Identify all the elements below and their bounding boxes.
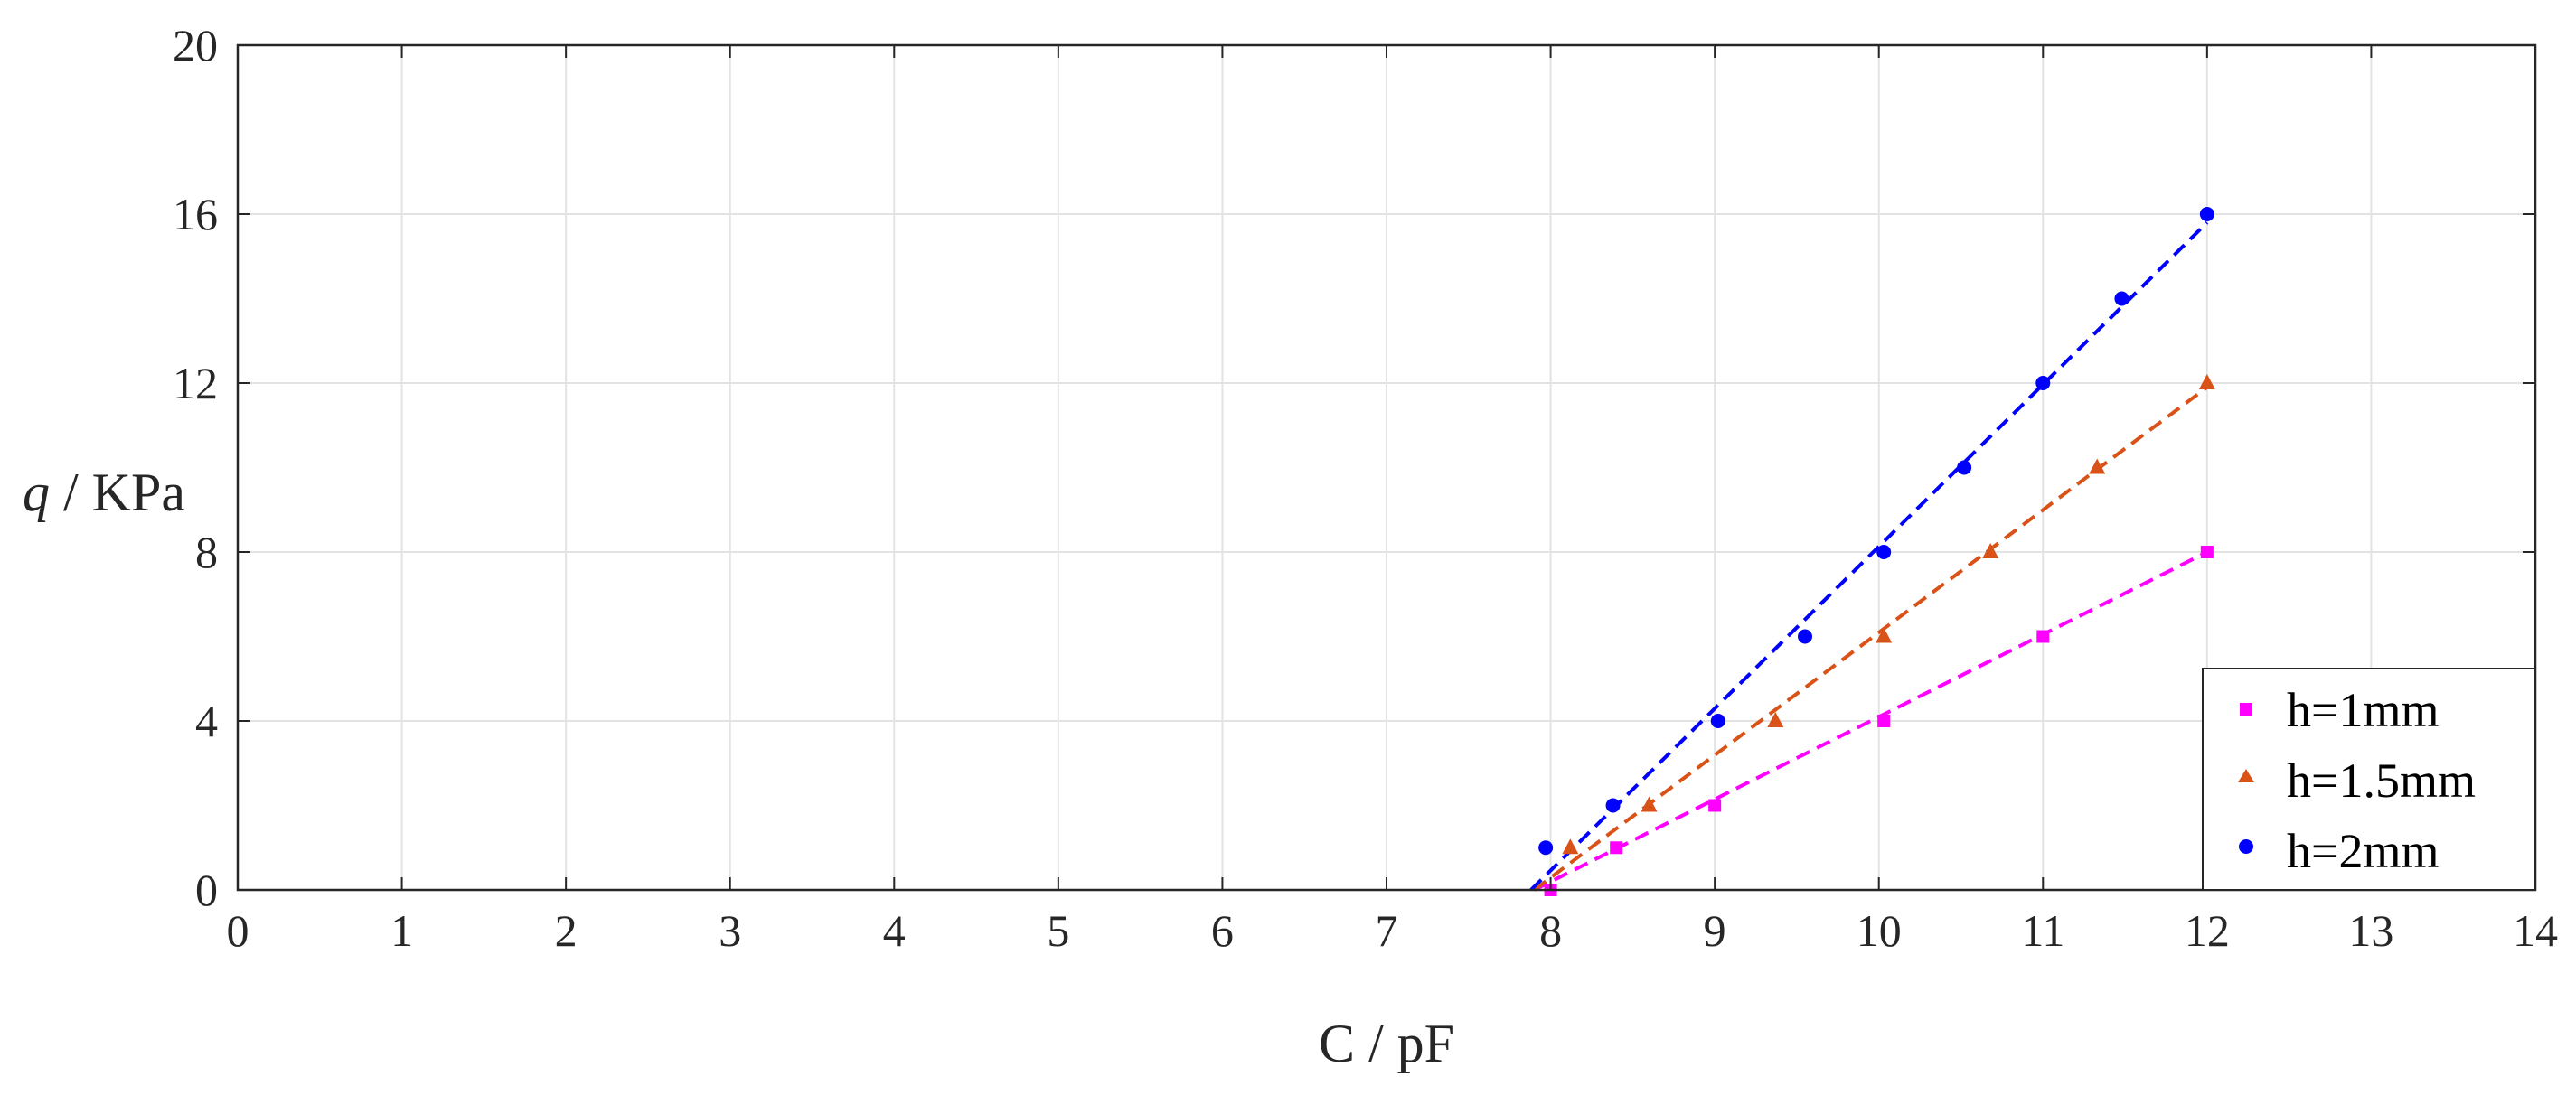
x-axis-title: C / pF	[1319, 1014, 1454, 1073]
data-point-series-1	[2089, 458, 2106, 474]
x-tick-label: 6	[1211, 905, 1234, 956]
data-points	[1538, 207, 2215, 896]
y-tick-label: 12	[173, 358, 218, 408]
x-tick-label: 1	[390, 905, 413, 956]
data-point-series-2	[2199, 207, 2214, 221]
y-axis-var: q	[23, 463, 50, 522]
x-tick-label: 2	[555, 905, 578, 956]
data-point-series-1	[1767, 712, 1784, 727]
legend: h=1mm h=1.5mm h=2mm	[2202, 668, 2536, 891]
legend-marker-h1	[2240, 703, 2252, 716]
legend-box	[2202, 668, 2536, 891]
data-point-series-2	[1538, 840, 1554, 856]
data-point-series-1	[2198, 374, 2215, 389]
data-point-series-2	[1605, 798, 1621, 813]
x-tick-label: 14	[2513, 905, 2558, 956]
y-tick-label: 16	[173, 189, 218, 239]
data-point-series-2	[1876, 545, 1892, 559]
grid	[238, 45, 2535, 890]
x-tick-label: 4	[883, 905, 906, 956]
data-point-series-2	[2114, 291, 2129, 306]
y-axis-title: q / KPa	[23, 463, 185, 522]
y-tick-label: 8	[195, 527, 218, 577]
y-tick-label: 20	[173, 20, 218, 70]
fit-line-series-2	[1529, 220, 2209, 892]
legend-label-h2: h=2mm	[2287, 824, 2439, 878]
legend-label-h1: h=1mm	[2287, 683, 2439, 737]
data-point-series-2	[1710, 714, 1725, 728]
x-tick-label: 9	[1704, 905, 1726, 956]
data-point-series-2	[1798, 629, 1813, 644]
x-tick-label: 3	[719, 905, 741, 956]
x-tick-label: 13	[2348, 905, 2393, 956]
data-point-series-1	[1562, 838, 1579, 855]
data-point-series-1	[1876, 627, 1893, 643]
data-point-series-2	[2035, 376, 2051, 390]
data-point-series-0	[1708, 799, 1722, 812]
x-tick-label: 5	[1047, 905, 1069, 956]
x-tick-label: 12	[2185, 905, 2230, 956]
x-tick-label: 10	[1857, 905, 1902, 956]
y-axis-sep: /	[50, 463, 92, 522]
x-axis-sep: /	[1355, 1014, 1397, 1073]
x-tick-label: 7	[1376, 905, 1398, 956]
data-point-series-0	[2036, 630, 2050, 643]
x-axis-var: C	[1319, 1014, 1355, 1073]
data-point-series-2	[1957, 460, 1972, 475]
data-point-series-0	[1877, 715, 1891, 727]
fit-line-series-0	[1533, 550, 2208, 892]
legend-marker-h15	[2238, 769, 2254, 782]
data-point-series-1	[1982, 543, 1999, 558]
legend-label-h15: h=1.5mm	[2287, 753, 2476, 808]
legend-marker-h2	[2239, 839, 2253, 854]
data-point-series-1	[1641, 796, 1658, 812]
x-axis-unit: pF	[1397, 1014, 1454, 1073]
y-tick-label: 0	[195, 865, 218, 915]
x-tick-label: 8	[1539, 905, 1562, 956]
data-point-series-0	[2200, 546, 2214, 558]
y-axis-unit: KPa	[92, 463, 185, 522]
x-tick-label: 11	[2021, 905, 2064, 956]
data-point-series-0	[1610, 841, 1623, 855]
y-tick-label: 4	[195, 696, 218, 746]
x-tick-label: 0	[227, 905, 249, 956]
